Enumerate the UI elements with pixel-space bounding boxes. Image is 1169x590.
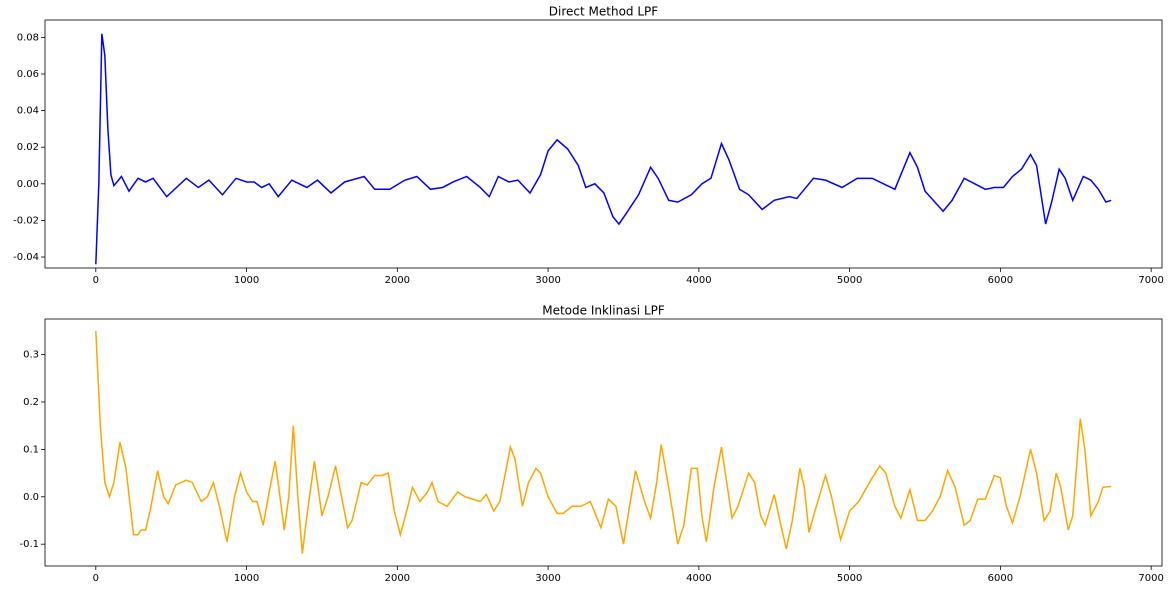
x-tick-label: 0 bbox=[93, 275, 99, 286]
chart-title: Metode Inklinasi LPF bbox=[542, 304, 665, 318]
x-tick-label: 4000 bbox=[686, 275, 711, 286]
x-tick-label: 7000 bbox=[1138, 573, 1163, 584]
x-tick-label: 4000 bbox=[686, 573, 711, 584]
y-tick-label: 0.02 bbox=[17, 142, 39, 153]
y-tick-label: 0.2 bbox=[23, 397, 39, 408]
y-tick-label: 0.3 bbox=[23, 350, 39, 361]
y-tick-label: 0.00 bbox=[17, 179, 39, 190]
x-tick-label: 5000 bbox=[837, 275, 862, 286]
data-line bbox=[95, 330, 1112, 554]
x-tick-label: 6000 bbox=[988, 275, 1013, 286]
y-tick-label: -0.1 bbox=[19, 539, 39, 550]
data-line bbox=[95, 33, 1112, 265]
x-tick-label: 2000 bbox=[385, 275, 410, 286]
axes-frame bbox=[44, 19, 1163, 269]
x-tick-label: 3000 bbox=[535, 573, 560, 584]
x-tick-label: 1000 bbox=[234, 275, 259, 286]
y-tick-label: -0.04 bbox=[13, 252, 39, 263]
x-tick-label: 5000 bbox=[837, 573, 862, 584]
x-tick-label: 7000 bbox=[1138, 275, 1163, 286]
x-tick-label: 1000 bbox=[234, 573, 259, 584]
y-tick-label: 0.06 bbox=[17, 69, 39, 80]
axes-frame bbox=[44, 318, 1163, 567]
y-tick-label: 0.1 bbox=[23, 444, 39, 455]
x-tick-label: 6000 bbox=[988, 573, 1013, 584]
y-tick-label: -0.02 bbox=[13, 215, 39, 226]
x-tick-label: 0 bbox=[93, 573, 99, 584]
y-tick-label: 0.0 bbox=[23, 492, 39, 503]
y-tick-label: 0.04 bbox=[17, 106, 39, 117]
y-tick-label: 0.08 bbox=[17, 32, 39, 43]
chart-title: Direct Method LPF bbox=[549, 5, 658, 19]
x-tick-label: 3000 bbox=[535, 275, 560, 286]
x-tick-label: 2000 bbox=[385, 573, 410, 584]
